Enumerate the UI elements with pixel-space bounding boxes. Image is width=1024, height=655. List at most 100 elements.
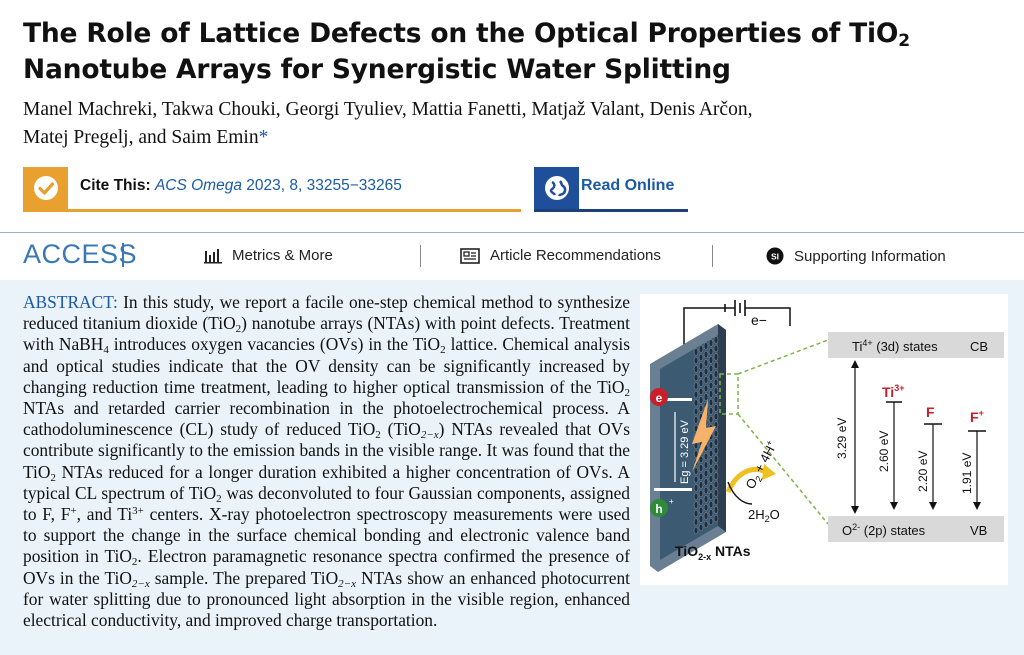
metrics-link[interactable]: Metrics & More bbox=[204, 247, 333, 264]
journal-link[interactable]: ACS Omega bbox=[154, 177, 242, 194]
read-online-button[interactable]: Read Online bbox=[534, 167, 688, 212]
electron-dot bbox=[650, 388, 668, 406]
nanotube-opening bbox=[708, 509, 714, 517]
nanotube-opening bbox=[713, 472, 719, 480]
nanotube-opening bbox=[713, 344, 719, 353]
hole-dot-label: h bbox=[655, 502, 662, 516]
nanotube-opening bbox=[703, 478, 709, 486]
nanotube-opening bbox=[708, 339, 714, 347]
nanotube-opening bbox=[703, 520, 709, 529]
nanotube-opening bbox=[693, 382, 699, 390]
nanotube-opening bbox=[708, 373, 714, 381]
nanotube-opening bbox=[698, 353, 704, 362]
nanotube-opening bbox=[693, 518, 699, 526]
nanotube-opening bbox=[693, 348, 699, 356]
nanotube-opening bbox=[698, 472, 704, 481]
nanotube-opening bbox=[713, 480, 719, 489]
nanotube-opening bbox=[703, 486, 709, 495]
nanotube-opening bbox=[708, 475, 714, 483]
nanotube-opening bbox=[708, 398, 714, 407]
nanotube-opening bbox=[693, 390, 699, 399]
nanotube-opening bbox=[708, 492, 714, 500]
nanotube-opening bbox=[698, 370, 704, 379]
f-energy: 2.20 eV bbox=[916, 451, 930, 492]
ti3-label: Ti3+ bbox=[882, 383, 904, 400]
article-recommendations-link[interactable]: Article Recommendations bbox=[460, 247, 661, 264]
bar-chart-icon bbox=[204, 248, 222, 263]
nanotube-opening bbox=[693, 475, 699, 484]
check-circle-icon bbox=[23, 167, 68, 209]
nanotube-opening bbox=[703, 350, 709, 359]
light-icon bbox=[692, 399, 716, 472]
nanotube-opening bbox=[693, 526, 699, 535]
nanotube-opening bbox=[713, 412, 719, 421]
nanotube-opening bbox=[693, 407, 699, 416]
nanotube-opening bbox=[713, 361, 719, 370]
nanotube-opening bbox=[708, 441, 714, 449]
gap-energy: 3.29 eV bbox=[835, 418, 849, 459]
f-label: F bbox=[926, 404, 935, 420]
nanotube-opening bbox=[713, 438, 719, 446]
abstract-label: ABSTRACT: bbox=[23, 292, 118, 312]
cb-label: Ti4+ (3d) states bbox=[852, 338, 938, 354]
globe-icon bbox=[534, 167, 579, 209]
nanotube-opening bbox=[708, 347, 714, 356]
nanotube-opening bbox=[708, 356, 714, 364]
electron-dot-label: e bbox=[656, 391, 663, 405]
nanotube-opening bbox=[713, 463, 719, 472]
nanotube-opening bbox=[703, 512, 709, 520]
nanotube-opening bbox=[703, 452, 709, 461]
access-bar: ACCESS Metrics & More Article Recommenda… bbox=[0, 232, 1024, 280]
abstract: ABSTRACT: In this study, we report a fac… bbox=[23, 292, 631, 631]
svg-text:SI: SI bbox=[771, 251, 779, 261]
cite-label: Cite This: bbox=[80, 177, 151, 194]
nanotube-opening bbox=[693, 492, 699, 501]
nanotube-opening bbox=[703, 469, 709, 478]
separator bbox=[712, 245, 713, 267]
nanotube-opening bbox=[703, 367, 709, 376]
fplus-energy: 1.91 eV bbox=[960, 453, 974, 494]
nanotube-opening bbox=[698, 345, 704, 353]
nanotube-opening bbox=[708, 381, 714, 390]
nanotube-opening bbox=[713, 455, 719, 463]
electron-label: e− bbox=[751, 312, 767, 328]
fplus-label: F+ bbox=[970, 408, 984, 425]
nanotube-opening bbox=[698, 481, 704, 489]
supporting-information-link[interactable]: SI Supporting Information bbox=[766, 247, 946, 265]
nanotube-opening bbox=[693, 399, 699, 407]
nanotube-opening bbox=[703, 393, 709, 401]
nanotube-opening bbox=[693, 467, 699, 475]
svg-text:+: + bbox=[669, 497, 674, 506]
nanotube-opening bbox=[703, 503, 709, 512]
nanotube-opening bbox=[693, 484, 699, 492]
nanotube-opening bbox=[693, 365, 699, 373]
nanotube-opening bbox=[703, 376, 709, 384]
nanotube-opening bbox=[708, 364, 714, 373]
nanotube-opening bbox=[713, 489, 719, 497]
nanotube-opening bbox=[698, 396, 704, 404]
separator bbox=[420, 245, 421, 267]
nanotube-opening bbox=[713, 446, 719, 455]
nanotube-opening bbox=[713, 378, 719, 387]
vb-tag: VB bbox=[970, 523, 987, 538]
access-divider bbox=[122, 243, 124, 267]
nanotube-opening bbox=[698, 506, 704, 515]
nanotube-opening bbox=[713, 514, 719, 523]
volume-info: 2023, 8, 33255−33265 bbox=[246, 177, 402, 194]
nanotube-opening bbox=[708, 407, 714, 415]
nanotube-opening bbox=[708, 466, 714, 475]
paper-title: The Role of Lattice Defects on the Optic… bbox=[23, 18, 910, 85]
conduction-band bbox=[828, 332, 1004, 358]
nanotube-opening bbox=[708, 449, 714, 458]
cite-this-box[interactable]: Cite This: ACS Omega 2023, 8, 33255−3326… bbox=[23, 167, 521, 212]
nanotube-opening bbox=[708, 483, 714, 492]
nanotube-opening bbox=[698, 379, 704, 387]
nanotube-opening bbox=[693, 509, 699, 518]
nanotube-opening bbox=[708, 517, 714, 526]
nanotube-opening bbox=[713, 506, 719, 514]
nanotube-opening bbox=[713, 404, 719, 412]
bandgap-label: Eg = 3.29 eV bbox=[679, 419, 691, 484]
nanotube-opening bbox=[713, 497, 719, 506]
nanotube-opening bbox=[703, 342, 709, 350]
valence-band bbox=[828, 516, 1004, 542]
